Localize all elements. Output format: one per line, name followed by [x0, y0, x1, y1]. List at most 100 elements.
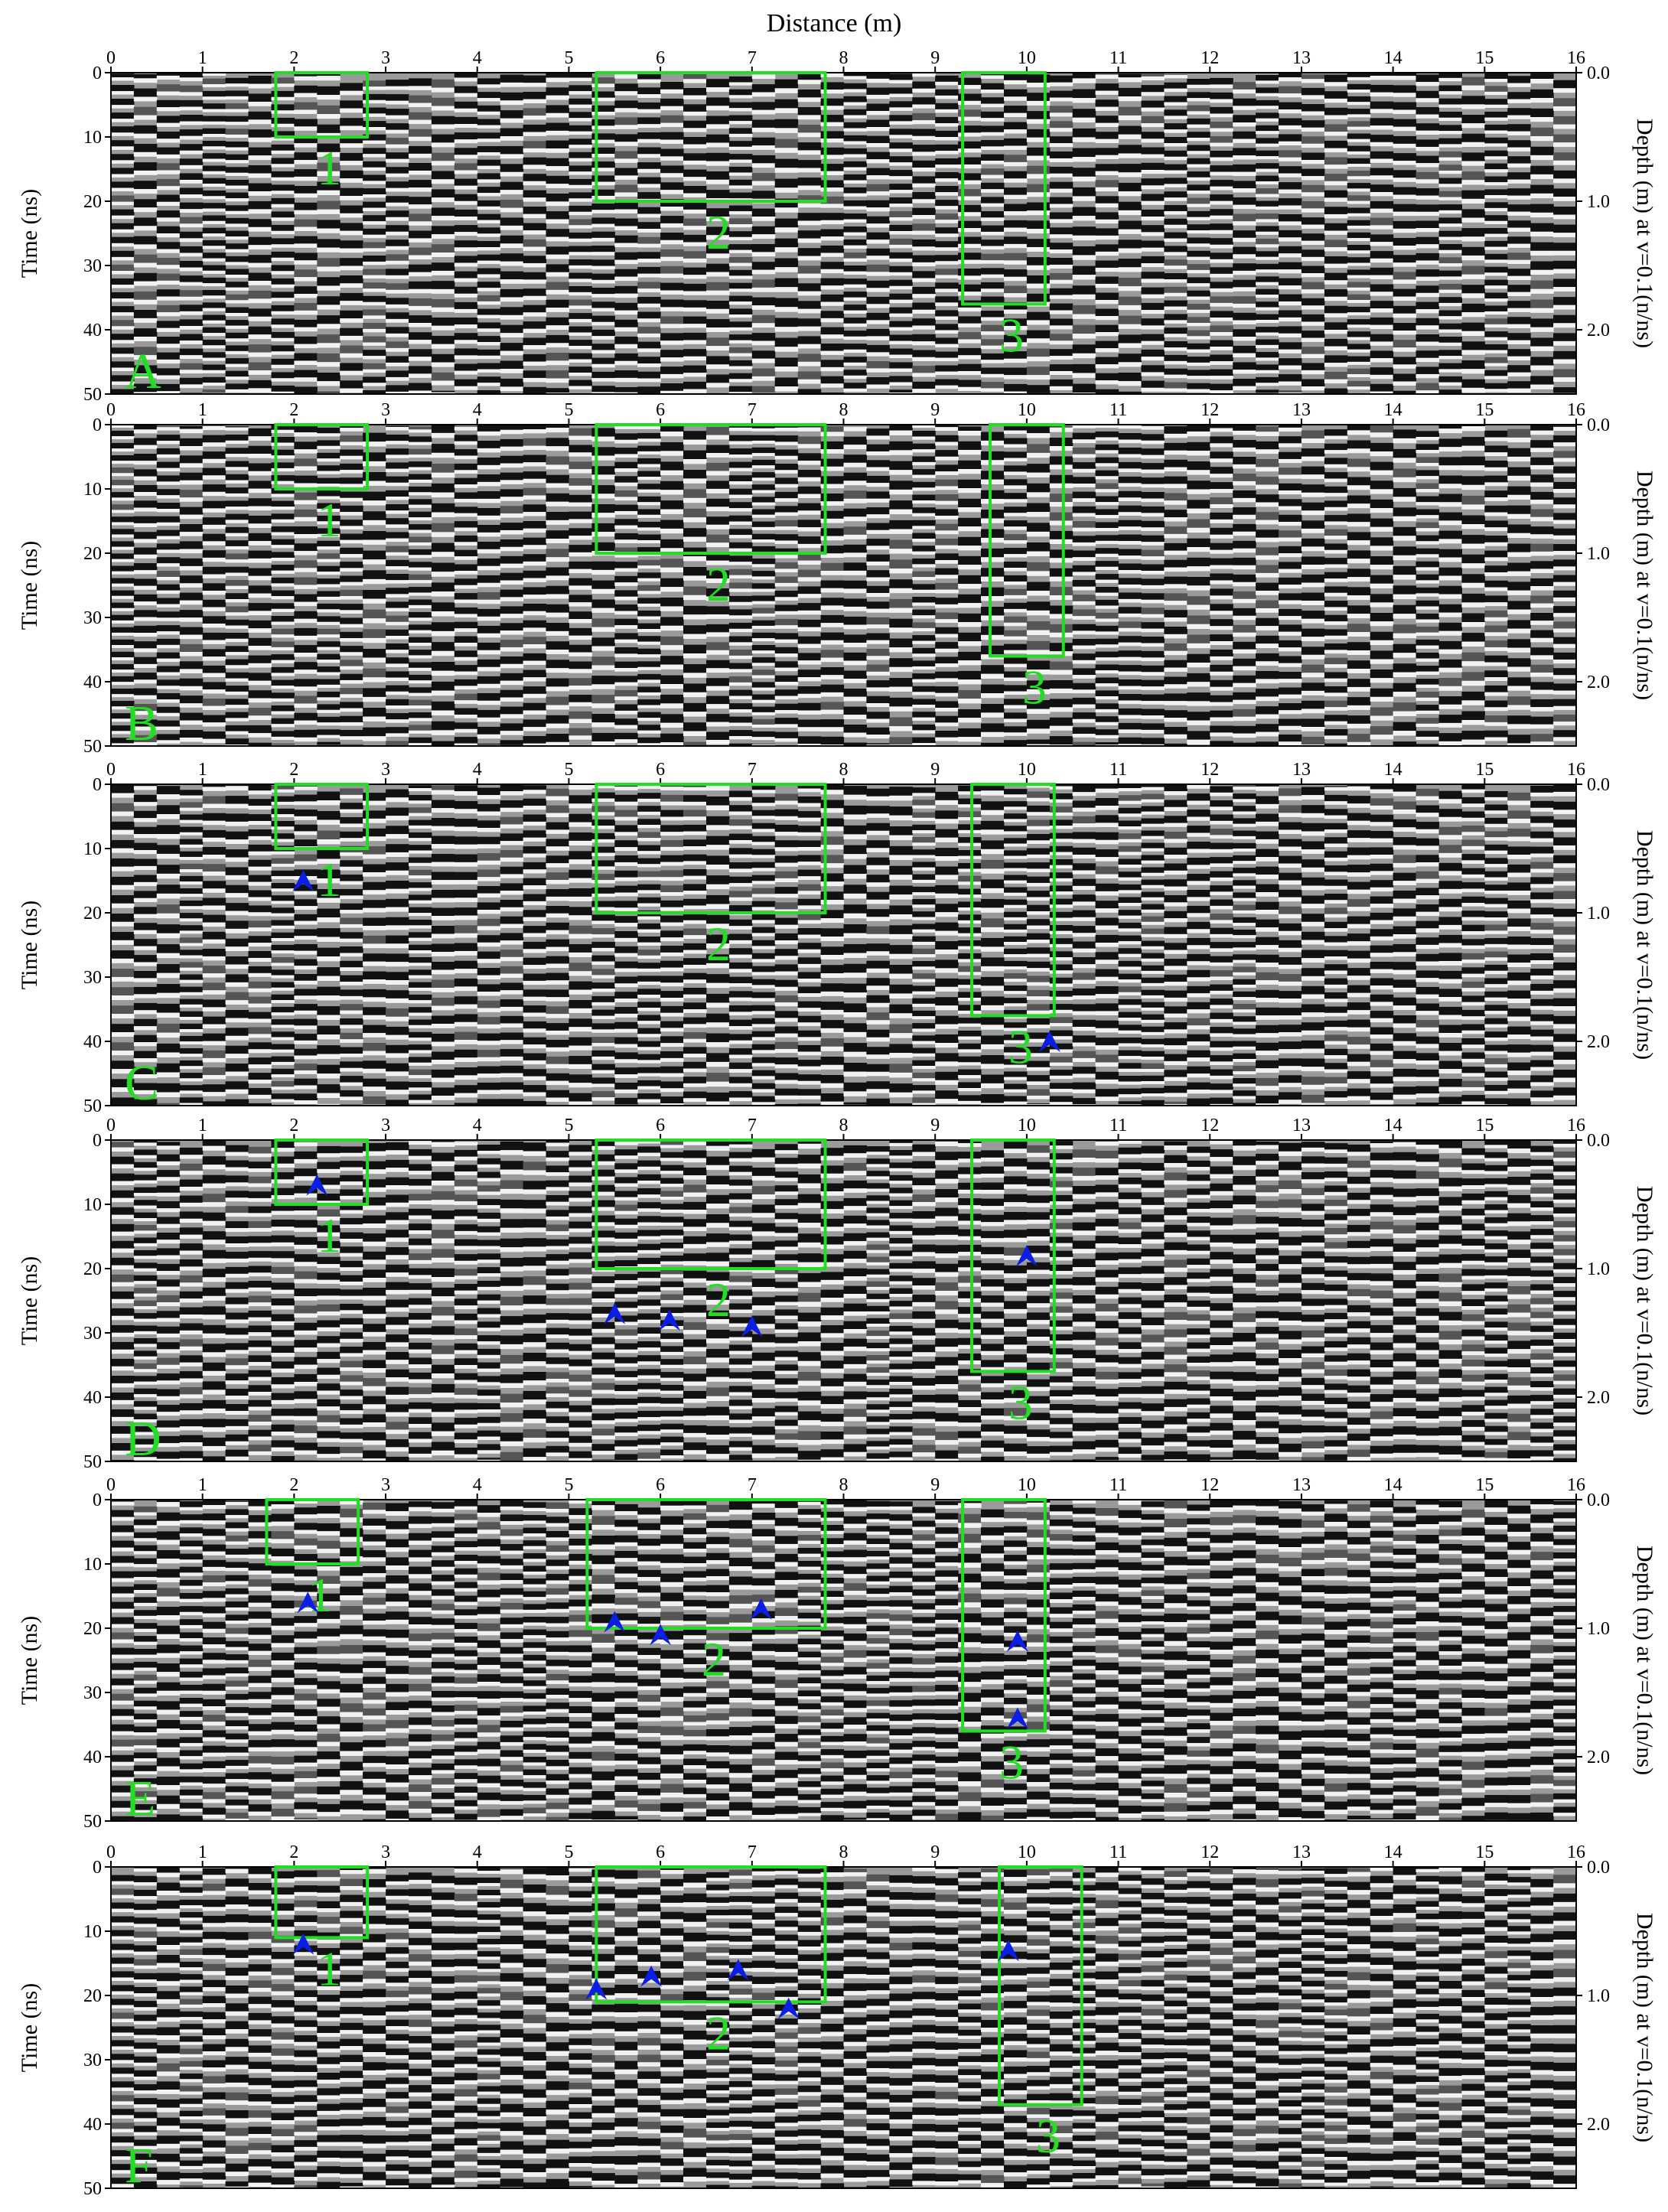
x-tick-label: 1 [198, 1842, 207, 1862]
time-axis-label: Time (ns) [17, 541, 42, 630]
distance-axis-title: Distance (m) [766, 9, 902, 37]
x-tick-label: 3 [381, 1842, 390, 1862]
x-tick-label: 2 [289, 1475, 298, 1495]
reflection-arrow-icon [650, 1624, 672, 1646]
depth-tick-label: 0.0 [1587, 415, 1610, 435]
time-tick-label: 30 [83, 256, 102, 276]
reflection-arrow-icon [640, 1965, 663, 1987]
time-tick-label: 0 [93, 1858, 102, 1878]
x-tick-label: 0 [106, 1475, 116, 1495]
anomaly-box-3 [961, 1498, 1047, 1733]
x-tick-label: 10 [1018, 1116, 1036, 1135]
x-tick-label: 11 [1109, 1116, 1127, 1135]
depth-tick-label: 2.0 [1587, 1388, 1610, 1408]
anomaly-box-3 [970, 1139, 1056, 1373]
anomaly-box-2 [595, 71, 827, 203]
x-tick-label: 4 [473, 760, 482, 780]
x-tick-label: 12 [1201, 760, 1219, 780]
time-tick-label: 30 [83, 1683, 102, 1703]
x-tick-label: 5 [564, 1116, 573, 1135]
depth-tick-label: 2.0 [1587, 321, 1610, 340]
reflection-arrow-icon [585, 1978, 608, 2000]
time-tick-label: 40 [83, 1388, 102, 1408]
x-tick-label: 11 [1109, 48, 1127, 68]
x-tick-label: 6 [656, 1842, 665, 1862]
x-tick-label: 15 [1475, 1842, 1494, 1862]
x-tick-label: 15 [1475, 760, 1494, 780]
x-tick-label: 9 [930, 760, 940, 780]
anomaly-label-1: 1 [317, 141, 341, 195]
x-tick-label: 13 [1292, 1842, 1311, 1862]
x-tick-label: 8 [839, 400, 849, 420]
depth-tick-label: 0.0 [1587, 775, 1610, 795]
anomaly-label-3: 3 [1022, 660, 1047, 714]
time-tick-label: 40 [83, 2115, 102, 2135]
x-tick-label: 7 [748, 1475, 757, 1495]
reflection-arrow-icon [292, 870, 314, 891]
anomaly-label-2: 2 [706, 557, 731, 611]
x-tick-label: 16 [1567, 1116, 1585, 1135]
x-tick-label: 6 [656, 1475, 665, 1495]
anomaly-box-2 [585, 1498, 827, 1630]
x-tick-label: 1 [198, 760, 207, 780]
radargram-image [110, 783, 1577, 1106]
time-tick-label: 10 [83, 839, 102, 859]
time-axis-label: Time (ns) [17, 189, 42, 278]
panel-letter: F [125, 2138, 153, 2194]
anomaly-box-2 [595, 783, 827, 914]
time-tick-label: 30 [83, 2051, 102, 2070]
panel-letter: E [125, 1771, 155, 1826]
x-tick-label: 7 [748, 400, 757, 420]
anomaly-label-3: 3 [999, 1735, 1024, 1789]
x-tick-label: 16 [1567, 760, 1585, 780]
radargram-image [110, 1866, 1577, 2189]
x-tick-label: 8 [839, 760, 849, 780]
x-tick-label: 5 [564, 1475, 573, 1495]
time-tick-label: 50 [83, 385, 102, 405]
time-tick-label: 0 [93, 1131, 102, 1151]
depth-axis-label: Depth (m) at v=0.1(n/ns) [1632, 119, 1657, 348]
reflection-arrow-icon [997, 1940, 1019, 1962]
anomaly-label-2: 2 [706, 917, 731, 971]
x-tick-label: 2 [289, 400, 298, 420]
depth-tick-label: 1.0 [1587, 192, 1610, 212]
time-tick-label: 20 [83, 544, 102, 564]
x-tick-label: 1 [198, 1116, 207, 1135]
x-tick-label: 3 [381, 1475, 390, 1495]
x-tick-label: 11 [1109, 1475, 1127, 1495]
reflection-arrow-icon [1006, 1630, 1028, 1652]
x-tick-label: 6 [656, 760, 665, 780]
x-tick-label: 4 [473, 400, 482, 420]
x-tick-label: 6 [656, 400, 665, 420]
x-tick-label: 3 [381, 1116, 390, 1135]
x-tick-label: 15 [1475, 1116, 1494, 1135]
x-tick-label: 12 [1201, 1116, 1219, 1135]
time-tick-label: 50 [83, 1452, 102, 1472]
time-tick-label: 40 [83, 673, 102, 692]
x-tick-label: 9 [930, 1842, 940, 1862]
depth-axis-label: Depth (m) at v=0.1(n/ns) [1632, 830, 1657, 1060]
x-tick-label: 15 [1475, 400, 1494, 420]
anomaly-label-3: 3 [1036, 2109, 1060, 2163]
x-tick-label: 13 [1292, 760, 1311, 780]
time-tick-label: 10 [83, 480, 102, 500]
x-tick-label: 6 [656, 1116, 665, 1135]
time-tick-label: 40 [83, 1748, 102, 1767]
reflection-arrow-icon [604, 1611, 626, 1633]
x-tick-label: 9 [930, 400, 940, 420]
time-tick-label: 0 [93, 415, 102, 435]
x-tick-label: 14 [1384, 400, 1402, 420]
depth-tick-label: 1.0 [1587, 904, 1610, 924]
depth-tick-label: 2.0 [1587, 673, 1610, 692]
time-axis-label: Time (ns) [17, 1256, 42, 1345]
x-tick-label: 10 [1018, 48, 1036, 68]
time-tick-label: 20 [83, 1259, 102, 1279]
x-tick-label: 8 [839, 1475, 849, 1495]
x-tick-label: 1 [198, 1475, 207, 1495]
x-tick-label: 5 [564, 760, 573, 780]
